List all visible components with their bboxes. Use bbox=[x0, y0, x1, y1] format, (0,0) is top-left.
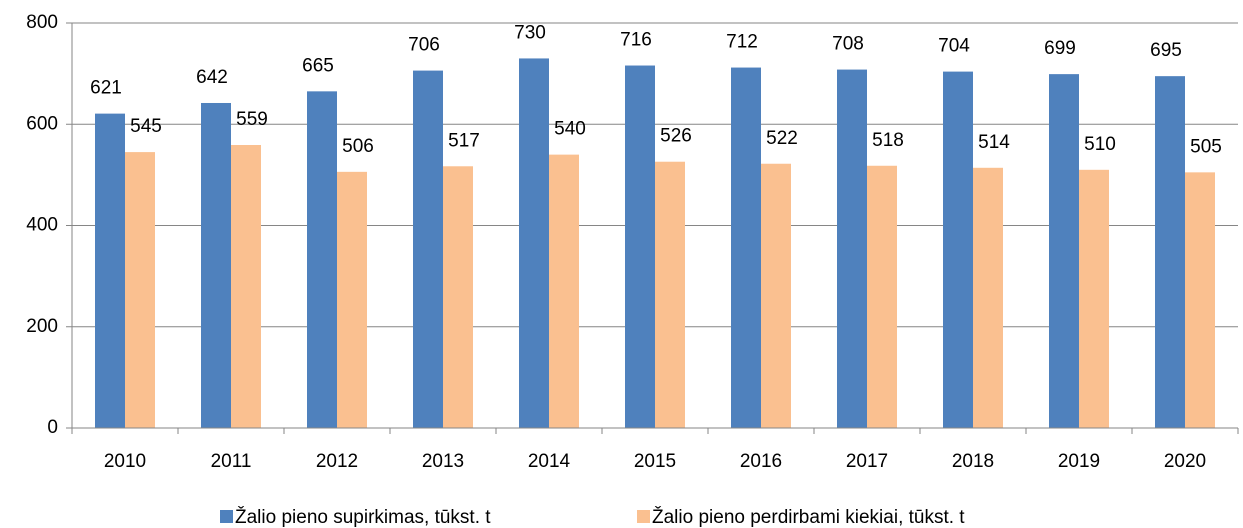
data-label: 514 bbox=[978, 132, 1010, 153]
data-label: 518 bbox=[872, 130, 904, 151]
data-label: 510 bbox=[1084, 134, 1116, 155]
x-tick-label: 2020 bbox=[1164, 451, 1206, 472]
x-tick-label: 2014 bbox=[528, 451, 571, 472]
bar bbox=[1155, 76, 1185, 428]
bar bbox=[1079, 169, 1109, 428]
y-tick-label: 200 bbox=[26, 316, 58, 337]
data-label: 545 bbox=[130, 116, 162, 137]
data-label: 665 bbox=[302, 55, 334, 76]
x-tick-label: 2012 bbox=[316, 451, 358, 472]
data-label: 506 bbox=[342, 136, 374, 157]
bar bbox=[519, 58, 549, 428]
x-tick-label: 2018 bbox=[952, 451, 994, 472]
y-tick-label: 0 bbox=[47, 417, 58, 438]
bar bbox=[307, 91, 337, 428]
bar bbox=[1049, 74, 1079, 428]
bar bbox=[95, 113, 125, 429]
y-tick-label: 800 bbox=[26, 12, 58, 33]
data-label: 559 bbox=[236, 109, 268, 130]
data-label: 708 bbox=[832, 34, 864, 55]
x-tick-label: 2010 bbox=[104, 451, 146, 472]
bar bbox=[943, 71, 973, 428]
x-tick-label: 2017 bbox=[846, 451, 888, 472]
bar bbox=[1185, 172, 1215, 428]
legend-swatch bbox=[637, 510, 650, 523]
data-label: 540 bbox=[554, 119, 586, 140]
x-tick-label: 2019 bbox=[1058, 451, 1100, 472]
bar bbox=[867, 165, 897, 428]
data-label: 621 bbox=[90, 78, 122, 99]
data-label: 712 bbox=[726, 32, 758, 53]
y-tick-label: 400 bbox=[26, 215, 58, 236]
x-tick-label: 2013 bbox=[422, 451, 464, 472]
data-label: 704 bbox=[938, 36, 970, 57]
data-label: 730 bbox=[514, 22, 546, 43]
x-tick-label: 2015 bbox=[634, 451, 676, 472]
bar bbox=[337, 171, 367, 428]
bar bbox=[625, 65, 655, 429]
data-label: 695 bbox=[1150, 40, 1182, 61]
bar bbox=[973, 167, 1003, 428]
bar bbox=[837, 69, 867, 428]
legend-label: Žalio pieno perdirbami kiekiai, tūkst. t bbox=[652, 506, 965, 528]
bar bbox=[125, 152, 155, 428]
data-label: 716 bbox=[620, 30, 652, 51]
data-label: 526 bbox=[660, 126, 692, 147]
legend-swatch bbox=[220, 510, 233, 523]
data-label: 642 bbox=[196, 67, 228, 88]
data-label: 706 bbox=[408, 35, 440, 56]
bar bbox=[549, 154, 579, 428]
bar bbox=[655, 161, 685, 428]
bar bbox=[731, 67, 761, 429]
data-label: 522 bbox=[766, 128, 798, 149]
bar bbox=[443, 166, 473, 429]
data-label: 505 bbox=[1190, 136, 1222, 157]
bar bbox=[413, 70, 443, 429]
x-tick-label: 2011 bbox=[211, 451, 252, 472]
bar bbox=[761, 163, 791, 429]
legend-label: Žalio pieno supirkimas, tūkst. t bbox=[235, 506, 491, 528]
bar bbox=[201, 102, 231, 429]
y-tick-label: 600 bbox=[26, 113, 58, 134]
bar bbox=[231, 145, 261, 428]
x-tick-label: 2016 bbox=[740, 451, 782, 472]
data-label: 517 bbox=[448, 130, 480, 151]
data-label: 699 bbox=[1044, 38, 1076, 59]
